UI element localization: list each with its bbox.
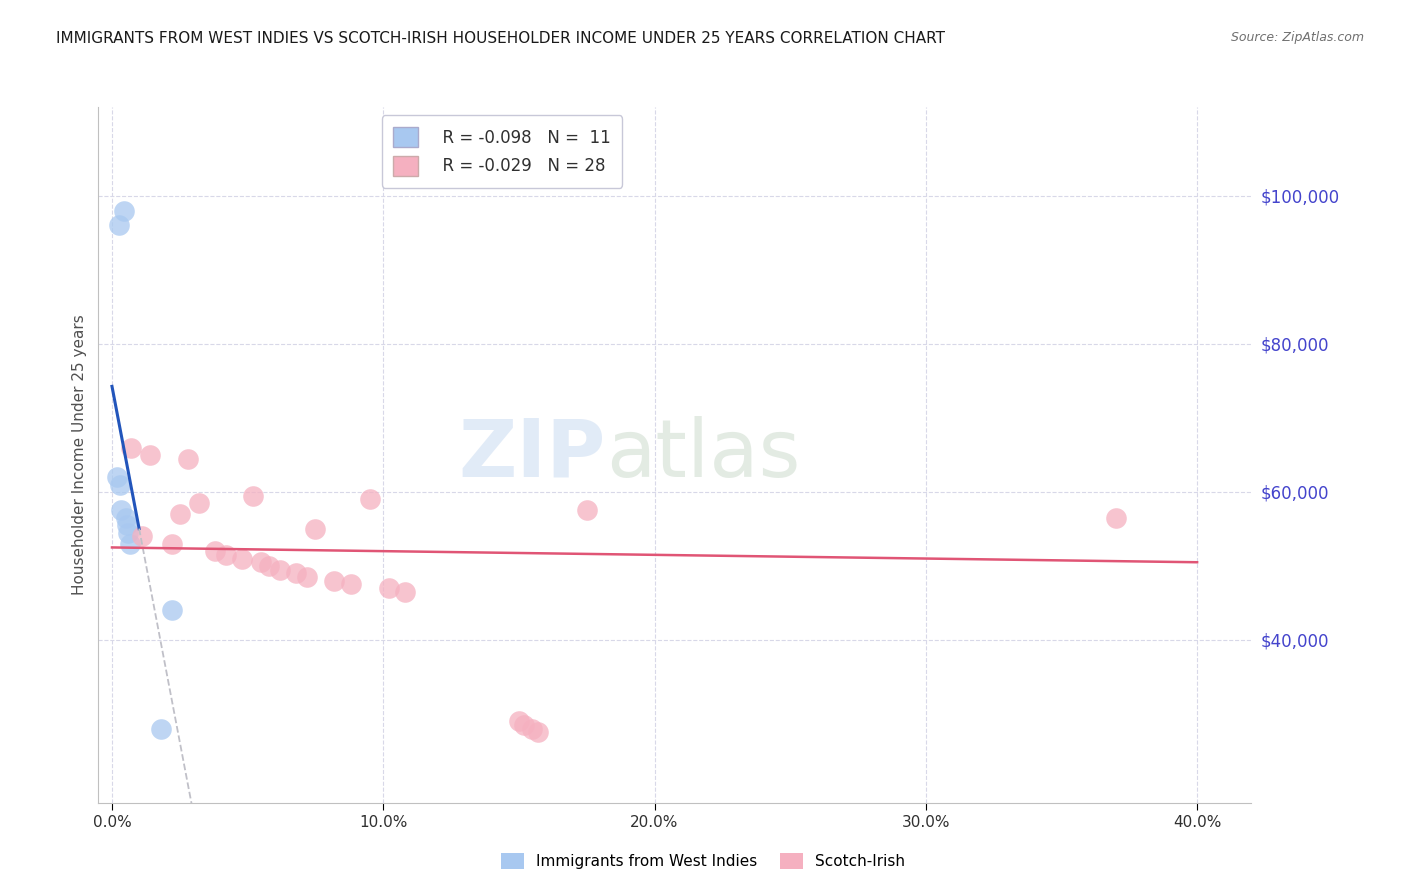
Point — [359, 492, 381, 507]
Point — [377, 581, 399, 595]
Point — [107, 470, 129, 484]
Point — [204, 544, 226, 558]
Point — [114, 511, 136, 525]
Point — [117, 525, 139, 540]
Point — [250, 555, 273, 569]
Point — [139, 448, 162, 462]
Point — [522, 722, 544, 736]
Point — [297, 570, 319, 584]
Point — [575, 503, 598, 517]
Point — [120, 441, 142, 455]
Y-axis label: Householder Income Under 25 years: Householder Income Under 25 years — [72, 315, 87, 595]
Point — [110, 503, 132, 517]
Point — [160, 537, 183, 551]
Point — [118, 537, 141, 551]
Point — [269, 563, 291, 577]
Point — [339, 577, 361, 591]
Point — [107, 219, 129, 233]
Point — [169, 507, 191, 521]
Point — [108, 477, 131, 491]
Point — [115, 518, 138, 533]
Point — [527, 725, 550, 739]
Text: atlas: atlas — [606, 416, 800, 494]
Point — [285, 566, 308, 581]
Point — [1105, 511, 1128, 525]
Point — [513, 718, 536, 732]
Point — [160, 603, 183, 617]
Point — [149, 722, 172, 736]
Text: Source: ZipAtlas.com: Source: ZipAtlas.com — [1230, 31, 1364, 45]
Point — [177, 451, 200, 466]
Text: ZIP: ZIP — [458, 416, 606, 494]
Point — [304, 522, 326, 536]
Point — [242, 489, 264, 503]
Point — [112, 203, 135, 218]
Legend: Immigrants from West Indies, Scotch-Irish: Immigrants from West Indies, Scotch-Iris… — [495, 847, 911, 875]
Text: IMMIGRANTS FROM WEST INDIES VS SCOTCH-IRISH HOUSEHOLDER INCOME UNDER 25 YEARS CO: IMMIGRANTS FROM WEST INDIES VS SCOTCH-IR… — [56, 31, 945, 46]
Point — [187, 496, 209, 510]
Point — [323, 574, 346, 588]
Point — [259, 558, 281, 573]
Point — [131, 529, 153, 543]
Point — [231, 551, 253, 566]
Point — [394, 585, 416, 599]
Point — [508, 714, 530, 729]
Legend:   R = -0.098   N =  11,   R = -0.029   N = 28: R = -0.098 N = 11, R = -0.029 N = 28 — [382, 115, 621, 187]
Point — [215, 548, 238, 562]
